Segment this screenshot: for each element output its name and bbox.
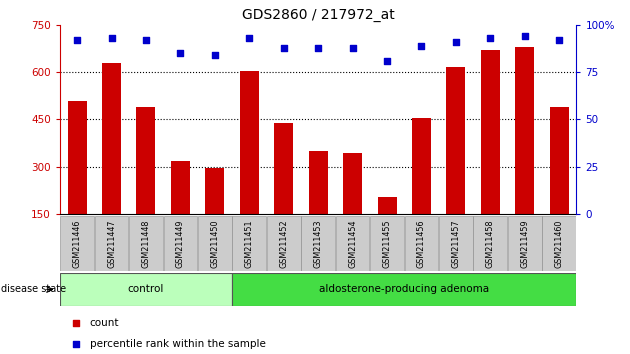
Text: GSM211447: GSM211447 (107, 219, 116, 268)
Bar (447, 67, 466, 214)
Text: GSM211458: GSM211458 (486, 219, 495, 268)
Text: GSM211452: GSM211452 (279, 219, 288, 268)
Point (71, 320, 81, 326)
Text: control: control (128, 284, 164, 295)
Point (520, 33, 530, 39)
FancyBboxPatch shape (474, 216, 507, 271)
FancyBboxPatch shape (267, 216, 301, 271)
FancyBboxPatch shape (370, 216, 404, 271)
Text: disease state: disease state (1, 284, 66, 295)
Text: GSM211450: GSM211450 (210, 219, 219, 268)
FancyBboxPatch shape (542, 216, 576, 271)
Text: GSM211449: GSM211449 (176, 219, 185, 268)
Bar (481, 50, 500, 214)
Text: GSM211456: GSM211456 (417, 219, 426, 268)
Point (141, 37, 151, 43)
Bar (137, 107, 156, 214)
Bar (205, 169, 224, 214)
FancyBboxPatch shape (60, 216, 94, 271)
Text: GSM211446: GSM211446 (72, 219, 81, 268)
Text: GSM211451: GSM211451 (245, 219, 254, 268)
Text: GSM211459: GSM211459 (520, 219, 529, 268)
Bar (515, 47, 534, 214)
FancyBboxPatch shape (94, 216, 129, 271)
Point (72, 37, 82, 43)
FancyBboxPatch shape (404, 216, 438, 271)
Bar (240, 70, 259, 214)
Point (71, 342, 81, 347)
Bar (67, 101, 86, 214)
Title: GDS2860 / 217972_at: GDS2860 / 217972_at (242, 8, 394, 22)
Bar (309, 151, 328, 214)
Point (416, 43, 427, 48)
Bar (412, 118, 431, 214)
Point (382, 58, 392, 64)
FancyBboxPatch shape (129, 216, 163, 271)
Point (106, 35, 117, 41)
FancyBboxPatch shape (164, 216, 197, 271)
Point (348, 45, 358, 50)
FancyBboxPatch shape (439, 216, 472, 271)
Point (210, 52, 220, 58)
FancyBboxPatch shape (232, 273, 576, 306)
Bar (171, 160, 190, 214)
Bar (274, 122, 293, 214)
FancyBboxPatch shape (301, 216, 335, 271)
Text: GSM211460: GSM211460 (555, 219, 564, 268)
FancyBboxPatch shape (336, 216, 369, 271)
Point (451, 39, 461, 45)
Point (278, 45, 289, 50)
Point (485, 35, 495, 41)
FancyBboxPatch shape (508, 216, 542, 271)
Text: GSM211448: GSM211448 (142, 219, 151, 268)
Point (244, 35, 255, 41)
Point (554, 37, 564, 43)
Text: percentile rank within the sample: percentile rank within the sample (90, 339, 266, 349)
Text: GSM211453: GSM211453 (314, 219, 323, 268)
Text: GSM211454: GSM211454 (348, 219, 357, 268)
Bar (377, 197, 396, 214)
Point (313, 45, 323, 50)
Bar (343, 153, 362, 214)
FancyBboxPatch shape (60, 273, 232, 306)
Bar (102, 63, 121, 214)
Text: count: count (90, 318, 119, 328)
Bar (550, 107, 569, 214)
FancyBboxPatch shape (232, 216, 266, 271)
Text: GSM211455: GSM211455 (382, 219, 391, 268)
Point (175, 50, 185, 56)
Text: GSM211457: GSM211457 (452, 219, 461, 268)
FancyBboxPatch shape (198, 216, 232, 271)
Text: aldosterone-producing adenoma: aldosterone-producing adenoma (319, 284, 490, 295)
